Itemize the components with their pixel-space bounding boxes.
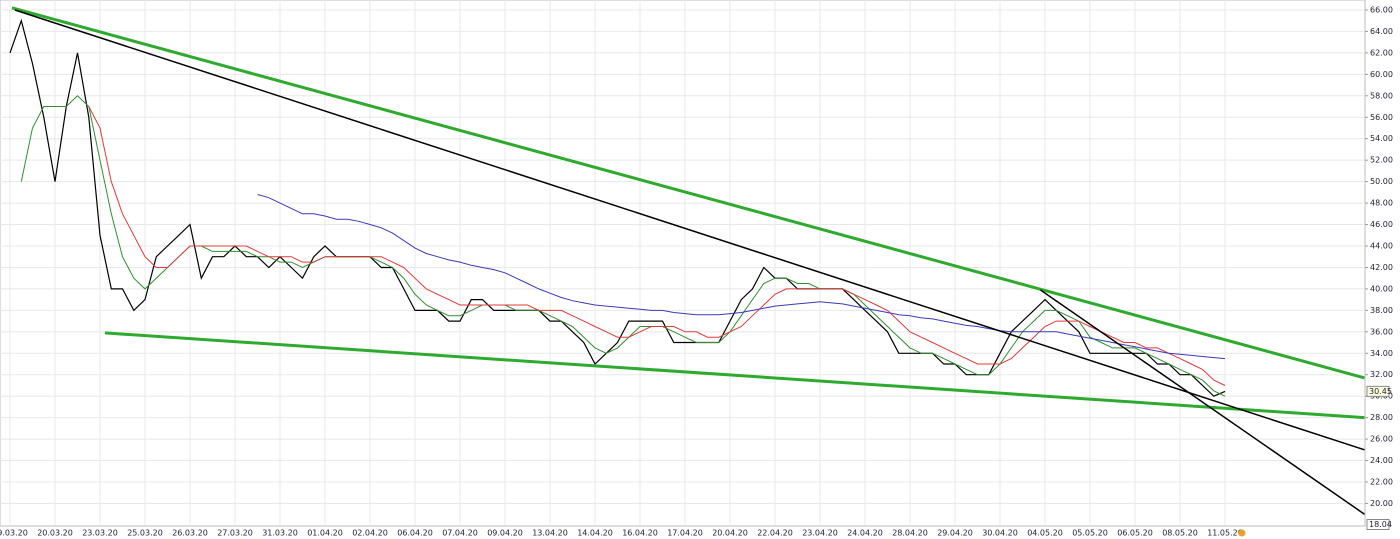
y-tick-label: 40.00 [1370,284,1393,293]
low-marker-label: 18.04 [1369,520,1392,529]
x-tick-label: 07.04.20 [442,529,478,538]
trendline [104,331,1365,420]
x-tick-label: 31.03.20 [262,529,298,538]
x-tick-label: 17.04.20 [667,529,703,538]
x-tick-label: 23.04.20 [802,529,838,538]
x-tick-label: 20.03.20 [37,529,73,538]
x-tick-label: 20.04.20 [712,529,748,538]
y-tick-label: 50.00 [1370,177,1393,186]
x-tick-label: 16.04.20 [622,529,658,538]
y-tick-label: 42.00 [1370,263,1393,272]
x-tick-label: 08.05.20 [1162,529,1198,538]
x-tick-label: 09.04.20 [487,529,523,538]
y-tick-label: 28.00 [1370,413,1393,422]
y-tick-label: 48.00 [1370,199,1393,208]
last-price-label: 30.45 [1369,387,1392,396]
y-tick-label: 26.00 [1370,435,1393,444]
y-tick-label: 34.00 [1370,349,1393,358]
x-tick-label: 04.05.20 [1027,529,1063,538]
x-tick-label: 27.03.20 [217,529,253,538]
trendline [14,9,1365,451]
x-tick-label: 05.05.20 [1072,529,1108,538]
trendline [11,6,1365,380]
x-tick-label: 06.05.20 [1117,529,1153,538]
x-tick-label: 29.04.20 [937,529,973,538]
live-icon [1238,529,1246,537]
x-tick-label: 26.03.20 [172,529,208,538]
y-tick-label: 54.00 [1370,134,1393,143]
y-tick-label: 24.00 [1370,456,1393,465]
y-tick-label: 64.00 [1370,27,1393,36]
trendline [1040,289,1365,515]
plot-area [0,0,1366,527]
x-tick-label: 06.04.20 [397,529,433,538]
y-tick-label: 60.00 [1370,70,1393,79]
y-tick-label: 62.00 [1370,48,1393,57]
x-tick-label: 13.04.20 [532,529,568,538]
x-tick-label: 02.04.20 [352,529,388,538]
x-tick-label: 01.04.20 [307,529,343,538]
y-tick-label: 36.00 [1370,327,1393,336]
y-tick-label: 66.00 [1370,5,1393,14]
y-tick-label: 56.00 [1370,113,1393,122]
x-tick-label: 22.04.20 [757,529,793,538]
low-marker-box [1366,518,1390,530]
x-tick-label: 25.03.20 [127,529,163,538]
y-tick-label: 38.00 [1370,306,1393,315]
y-tick-label: 52.00 [1370,156,1393,165]
x-tick-label: 24.04.20 [847,529,883,538]
price-line [9,18,1226,397]
x-tick-label: 11.05.20 [1207,529,1243,538]
price-line [257,194,1226,360]
y-tick-label: 20.00 [1370,499,1393,508]
last-price-box [1366,385,1390,397]
y-tick-label: 32.00 [1370,370,1393,379]
x-tick-label: 19.03.20 [0,529,28,538]
y-tick-label: 22.00 [1370,478,1393,487]
y-tick-label: 46.00 [1370,220,1393,229]
x-tick-label: 30.04.20 [982,529,1018,538]
y-tick-label: 44.00 [1370,241,1393,250]
price-line [88,106,1226,386]
price-line [20,95,1226,397]
y-tick-label: 58.00 [1370,91,1393,100]
x-tick-label: 23.03.20 [82,529,118,538]
x-tick-label: 28.04.20 [892,529,928,538]
x-tick-label: 14.04.20 [577,529,613,538]
